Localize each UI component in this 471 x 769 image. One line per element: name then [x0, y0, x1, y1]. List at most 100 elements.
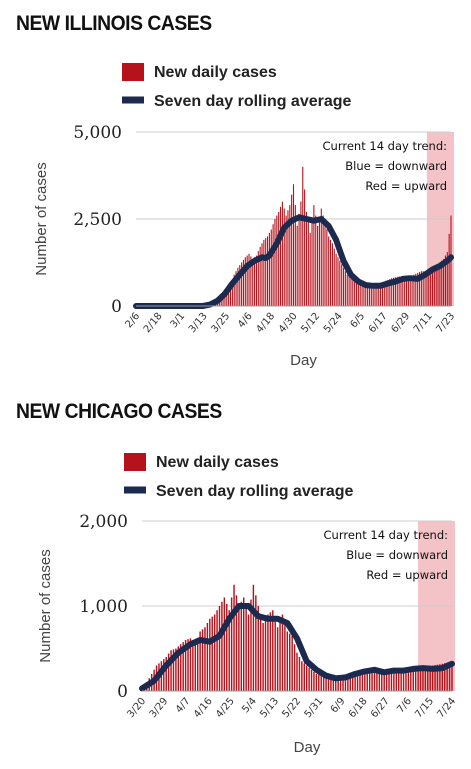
bar — [218, 606, 221, 691]
bar — [419, 665, 422, 691]
bar — [235, 595, 238, 691]
bar — [385, 280, 387, 306]
bar — [226, 603, 228, 691]
bar — [325, 675, 327, 691]
bar — [276, 627, 279, 691]
bar — [221, 601, 223, 691]
x-tick-label: 4/18 — [254, 311, 277, 335]
bar — [264, 618, 267, 691]
bar — [291, 194, 293, 306]
x-tick-label: 7/6 — [395, 696, 414, 715]
bar — [311, 219, 313, 306]
bar — [411, 275, 413, 306]
bar — [389, 279, 391, 306]
bar — [281, 201, 283, 306]
bar — [262, 623, 264, 691]
bar — [292, 184, 295, 306]
bar — [331, 243, 333, 306]
bar — [170, 650, 172, 691]
x-tick-label: 6/18 — [347, 696, 370, 720]
bar — [257, 606, 259, 691]
bar — [433, 266, 435, 306]
bar — [412, 667, 414, 691]
bar — [441, 663, 444, 691]
bar — [393, 277, 395, 306]
bar — [309, 232, 311, 306]
bar — [261, 243, 263, 306]
bar — [279, 206, 282, 306]
bar — [167, 653, 170, 691]
bar — [348, 276, 350, 306]
trend-annotation-line: Red = upward — [366, 568, 448, 582]
bar — [250, 599, 252, 691]
bar — [420, 271, 422, 306]
bar — [349, 674, 352, 691]
bar — [436, 664, 439, 691]
bar — [444, 255, 446, 306]
x-tick-label: 5/22 — [280, 696, 303, 720]
bar — [278, 212, 280, 306]
bar — [165, 657, 167, 691]
x-tick-label: 7/23 — [434, 311, 457, 335]
bar — [298, 213, 300, 306]
bar — [417, 666, 419, 691]
bar — [383, 671, 385, 691]
x-tick-label: 4/16 — [192, 696, 215, 720]
bar — [324, 222, 326, 306]
x-tick-label: 2/6 — [124, 311, 143, 330]
bar — [187, 639, 189, 691]
y-tick-label: 0 — [111, 297, 122, 317]
bar — [192, 641, 194, 691]
bar — [300, 201, 302, 306]
bar — [274, 618, 276, 691]
bar — [265, 238, 267, 306]
bar — [342, 675, 344, 691]
bar — [367, 282, 369, 306]
bar — [246, 255, 248, 306]
bar — [315, 215, 317, 306]
bar — [177, 646, 180, 691]
bar — [424, 665, 427, 691]
bar — [244, 257, 246, 306]
bar — [204, 627, 206, 691]
bar — [356, 673, 359, 691]
bar — [315, 674, 318, 691]
bar — [294, 205, 296, 306]
x-axis-label: Day — [294, 739, 321, 756]
x-tick-label: 2/18 — [142, 311, 165, 335]
bar — [350, 278, 352, 306]
bar — [391, 278, 393, 306]
y-tick-label: 0 — [117, 682, 128, 702]
bar — [189, 638, 192, 691]
x-tick-label: 7/15 — [413, 696, 436, 720]
y-axis-label: Number of cases — [33, 162, 50, 275]
bar — [363, 282, 365, 306]
rolling-average-line — [139, 603, 455, 692]
bar — [231, 279, 233, 306]
bar — [398, 276, 400, 306]
bar — [429, 665, 431, 691]
bar — [220, 298, 222, 306]
bar — [307, 222, 309, 306]
bar — [239, 265, 241, 306]
bar — [435, 265, 437, 306]
x-tick-label: 7/24 — [435, 696, 458, 720]
bar — [272, 610, 274, 691]
bar — [302, 166, 304, 306]
chicago-chart: New daily cases Seven day rolling average… — [37, 453, 458, 756]
legend-label-line: Seven day rolling average — [154, 93, 352, 110]
bar — [226, 290, 228, 306]
bar — [437, 264, 439, 306]
bar — [287, 210, 289, 306]
bar — [397, 669, 400, 691]
bar — [304, 189, 306, 306]
bar — [301, 661, 303, 691]
bar — [229, 285, 232, 306]
bar — [247, 614, 250, 691]
bar — [222, 295, 224, 306]
bar — [240, 601, 243, 691]
bar — [337, 257, 339, 306]
bar — [257, 251, 259, 306]
bar — [238, 606, 240, 691]
bar — [351, 674, 354, 691]
